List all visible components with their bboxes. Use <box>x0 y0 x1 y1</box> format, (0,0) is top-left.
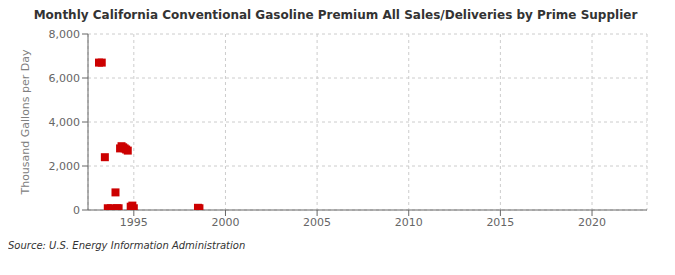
svg-text:2,000: 2,000 <box>49 160 81 173</box>
svg-text:Thousand Gallons per Day: Thousand Gallons per Day <box>19 49 32 196</box>
html-text:Source: U.S. Energy Informatio: Source: U.S. Energy Information Administ… <box>8 240 246 251</box>
svg-text:2005: 2005 <box>303 216 331 229</box>
svg-text:2015: 2015 <box>486 216 514 229</box>
svg-text:0: 0 <box>73 204 80 217</box>
svg-text:1995: 1995 <box>120 216 148 229</box>
html-text:Monthly California Conventiona: Monthly California Conventional Gasoline… <box>33 8 638 22</box>
svg-text:4,000: 4,000 <box>49 116 81 129</box>
svg-text:8,000: 8,000 <box>49 28 81 41</box>
svg-text:2000: 2000 <box>211 216 239 229</box>
svg-text:2020: 2020 <box>578 216 606 229</box>
svg-text:6,000: 6,000 <box>49 72 81 85</box>
svg-text:2010: 2010 <box>395 216 423 229</box>
